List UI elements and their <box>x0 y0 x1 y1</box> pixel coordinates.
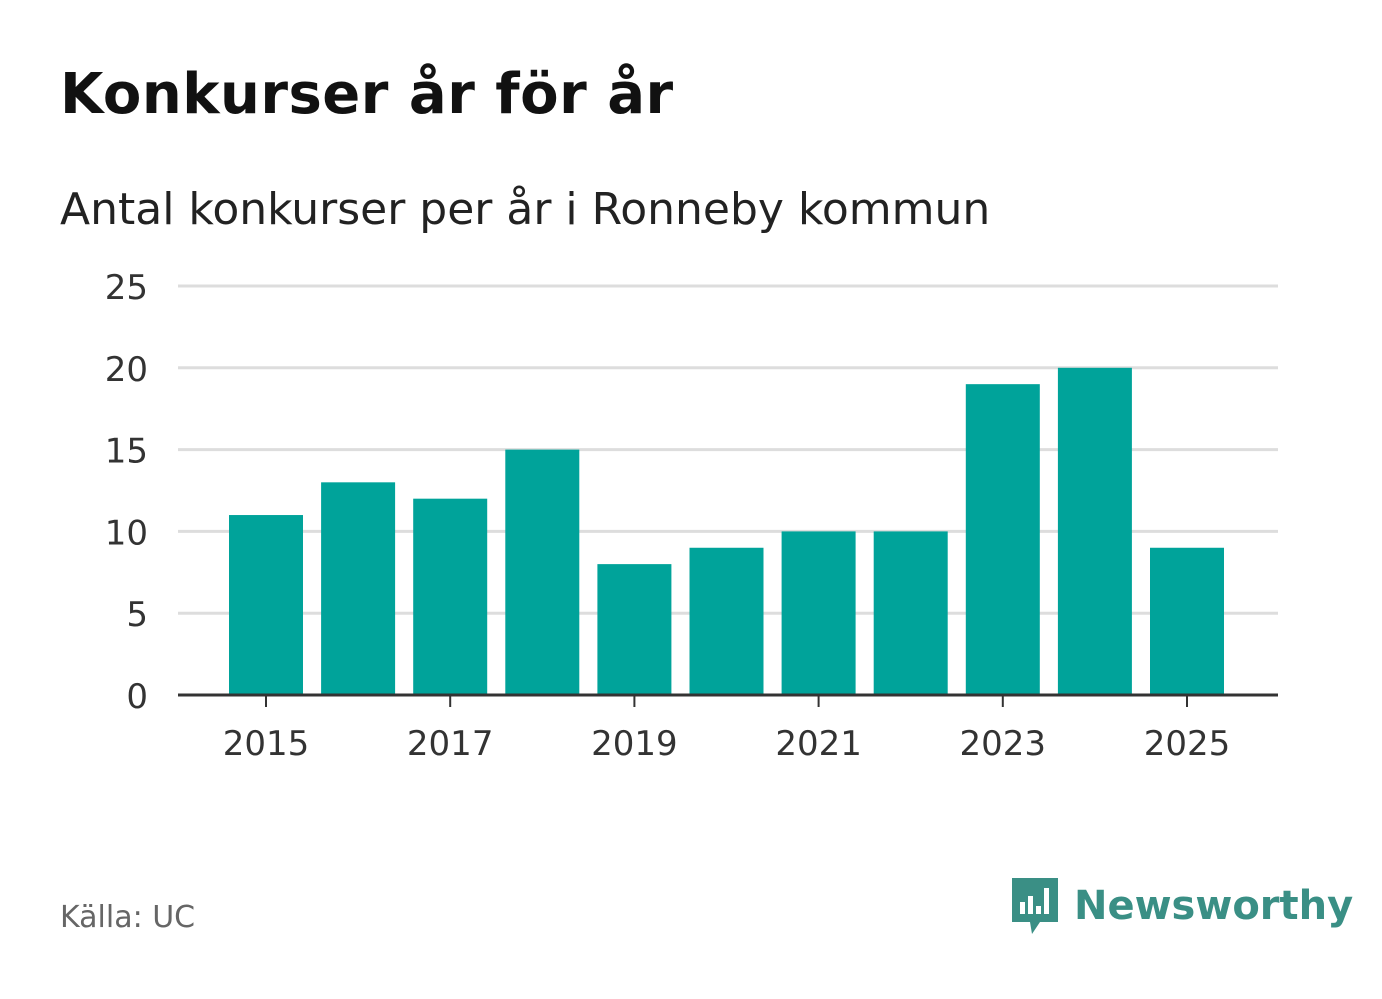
x-tick-label: 2025 <box>1144 724 1231 764</box>
y-tick-label: 5 <box>126 595 148 635</box>
bar <box>505 449 580 695</box>
x-tick-label: 2019 <box>591 724 678 764</box>
bar <box>965 384 1040 695</box>
chart-subtitle: Antal konkurser per år i Ronneby kommun <box>60 184 991 235</box>
y-tick-label: 10 <box>105 513 148 553</box>
y-tick-label: 25 <box>105 268 148 308</box>
x-tick-label: 2017 <box>407 724 494 764</box>
bar <box>1150 547 1224 695</box>
y-tick-label: 20 <box>105 350 148 390</box>
bar <box>413 498 488 695</box>
bar <box>1057 367 1132 695</box>
bar <box>781 531 856 695</box>
bar <box>597 564 672 695</box>
y-tick-label: 0 <box>126 677 148 717</box>
x-tick-label: 2023 <box>960 724 1047 764</box>
source-label: Källa: UC <box>60 900 196 935</box>
bar <box>321 482 396 695</box>
bar <box>873 531 948 695</box>
bar-chart-speech-bubble-icon <box>1012 878 1058 934</box>
brand-name: Newsworthy <box>1074 883 1354 929</box>
bar <box>689 547 764 695</box>
y-tick-label: 15 <box>105 432 148 472</box>
brand-logo: Newsworthy <box>1010 876 1353 936</box>
x-tick-label: 2015 <box>223 724 310 764</box>
bar <box>229 515 303 695</box>
x-tick-label: 2021 <box>775 724 862 764</box>
chart-title: Konkurser år för år <box>60 62 674 127</box>
